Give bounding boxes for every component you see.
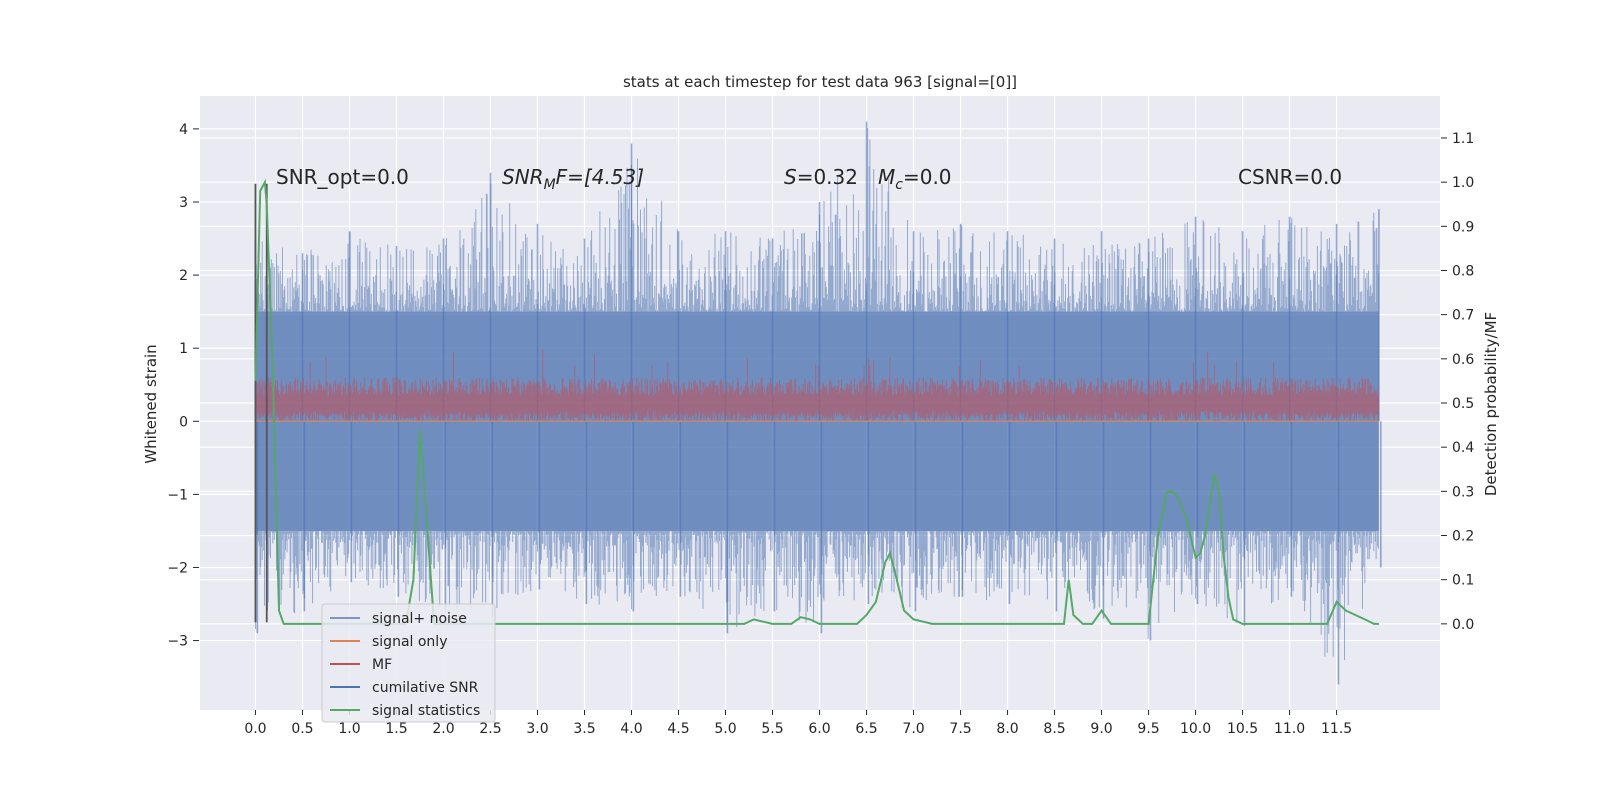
legend-label: signal statistics: [372, 703, 480, 719]
y-axis-ticks: 4 3 2 1 0 −1 −2 −3: [167, 122, 199, 650]
snr-mf-sub: M: [544, 177, 556, 193]
x-tick-label: 6.5: [855, 721, 877, 737]
x-tick-label: 11.0: [1274, 721, 1305, 737]
signal-statistics-line: [254, 178, 1379, 625]
x-tick-label: 1.0: [338, 721, 360, 737]
y-tick-label: 3: [179, 195, 188, 211]
right-axis-label: Detection probability/MF: [1482, 312, 1500, 496]
chart-title: stats at each timestep for test data 963…: [623, 73, 1017, 91]
x-tick-label: 10.5: [1227, 721, 1258, 737]
s-annotation: S=0.32: [784, 165, 858, 189]
x-tick-label: 2.5: [479, 721, 501, 737]
x-tick-label: 4.5: [667, 721, 689, 737]
legend-items: signal+ noise signal only MF cumilative SNR…: [330, 611, 480, 719]
csnr-annotation: CSNR=0.0: [1238, 165, 1342, 189]
x-tick-label: 9.0: [1090, 721, 1112, 737]
x-tick-label: 6.0: [808, 721, 830, 737]
mc-annotation: Mc=0.0: [878, 165, 952, 193]
right-tick-label: 0.8: [1452, 263, 1474, 279]
x-tick-label: 0.5: [291, 721, 313, 737]
y-tick-label: −2: [167, 560, 188, 576]
x-tick-label: 8.0: [996, 721, 1018, 737]
x-tick-label: 9.5: [1137, 721, 1159, 737]
y-tick-label: 0: [179, 414, 188, 430]
x-tick-label: 0.0: [244, 721, 266, 737]
x-tick-label: 4.0: [620, 721, 642, 737]
right-tick-label: 1.1: [1452, 131, 1474, 147]
x-tick-label: 3.0: [526, 721, 548, 737]
x-tick-label: 10.0: [1180, 721, 1211, 737]
right-tick-label: 0.5: [1452, 396, 1474, 412]
mc-label: M: [878, 165, 895, 189]
right-tick-label: 0.1: [1452, 573, 1474, 589]
right-tick-label: 0.4: [1452, 440, 1474, 456]
x-axis-ticks: 0.0 0.5 1.0 1.5 2.0 2.5 3.0 3.5 4.0 4.5 5.0 5.5 6.0 6…: [244, 710, 1352, 737]
s-label: S: [784, 165, 797, 189]
legend: signal+ noise signal only MF cumilative SNR…: [321, 603, 496, 723]
x-tick-label: 3.5: [573, 721, 595, 737]
legend-label: MF: [372, 657, 392, 673]
x-tick-label: 7.5: [949, 721, 971, 737]
x-tick-label: 8.5: [1043, 721, 1065, 737]
x-tick-label: 2.0: [432, 721, 454, 737]
signal-statistics-series: [254, 178, 1379, 625]
x-tick-label: 11.5: [1321, 721, 1352, 737]
right-tick-label: 0.0: [1452, 617, 1474, 633]
s-value: =0.32: [797, 165, 858, 189]
y-axis-label: Whitened strain: [142, 344, 160, 463]
x-tick-label: 5.5: [761, 721, 783, 737]
mc-sub: c: [895, 177, 903, 193]
snr-opt-annotation: SNR_opt=0.0: [276, 165, 409, 189]
start-markers: [254, 183, 268, 623]
y-tick-label: 2: [179, 268, 188, 284]
y-tick-label: −1: [167, 487, 188, 503]
snr-mf-rest: F=[4.53]: [556, 165, 644, 189]
right-tick-label: 0.6: [1452, 352, 1474, 368]
snr-mf-main: SNR: [502, 165, 544, 189]
legend-box: [321, 603, 496, 723]
y-tick-label: 1: [179, 341, 188, 357]
x-tick-label: 7.0: [902, 721, 924, 737]
legend-label: signal+ noise: [372, 611, 467, 627]
right-tick-label: 0.2: [1452, 529, 1474, 545]
y-tick-label: −3: [167, 634, 188, 650]
x-tick-label: 5.0: [714, 721, 736, 737]
snr-mf-annotation: SNRMF=[4.53]: [502, 165, 644, 193]
legend-label: signal only: [372, 634, 447, 650]
right-axis-ticks: 1.1 1.0 0.9 0.8 0.7 0.6 0.5 0.4 0.3 0.2 0.1 0.0: [1441, 131, 1474, 633]
right-tick-label: 0.7: [1452, 308, 1474, 324]
right-tick-label: 0.9: [1452, 219, 1474, 235]
x-tick-label: 1.5: [385, 721, 407, 737]
y-tick-label: 4: [179, 122, 188, 138]
mc-value: =0.0: [903, 165, 952, 189]
right-tick-label: 0.3: [1452, 484, 1474, 500]
legend-label: cumilative SNR: [372, 680, 479, 696]
right-tick-label: 1.0: [1452, 175, 1474, 191]
